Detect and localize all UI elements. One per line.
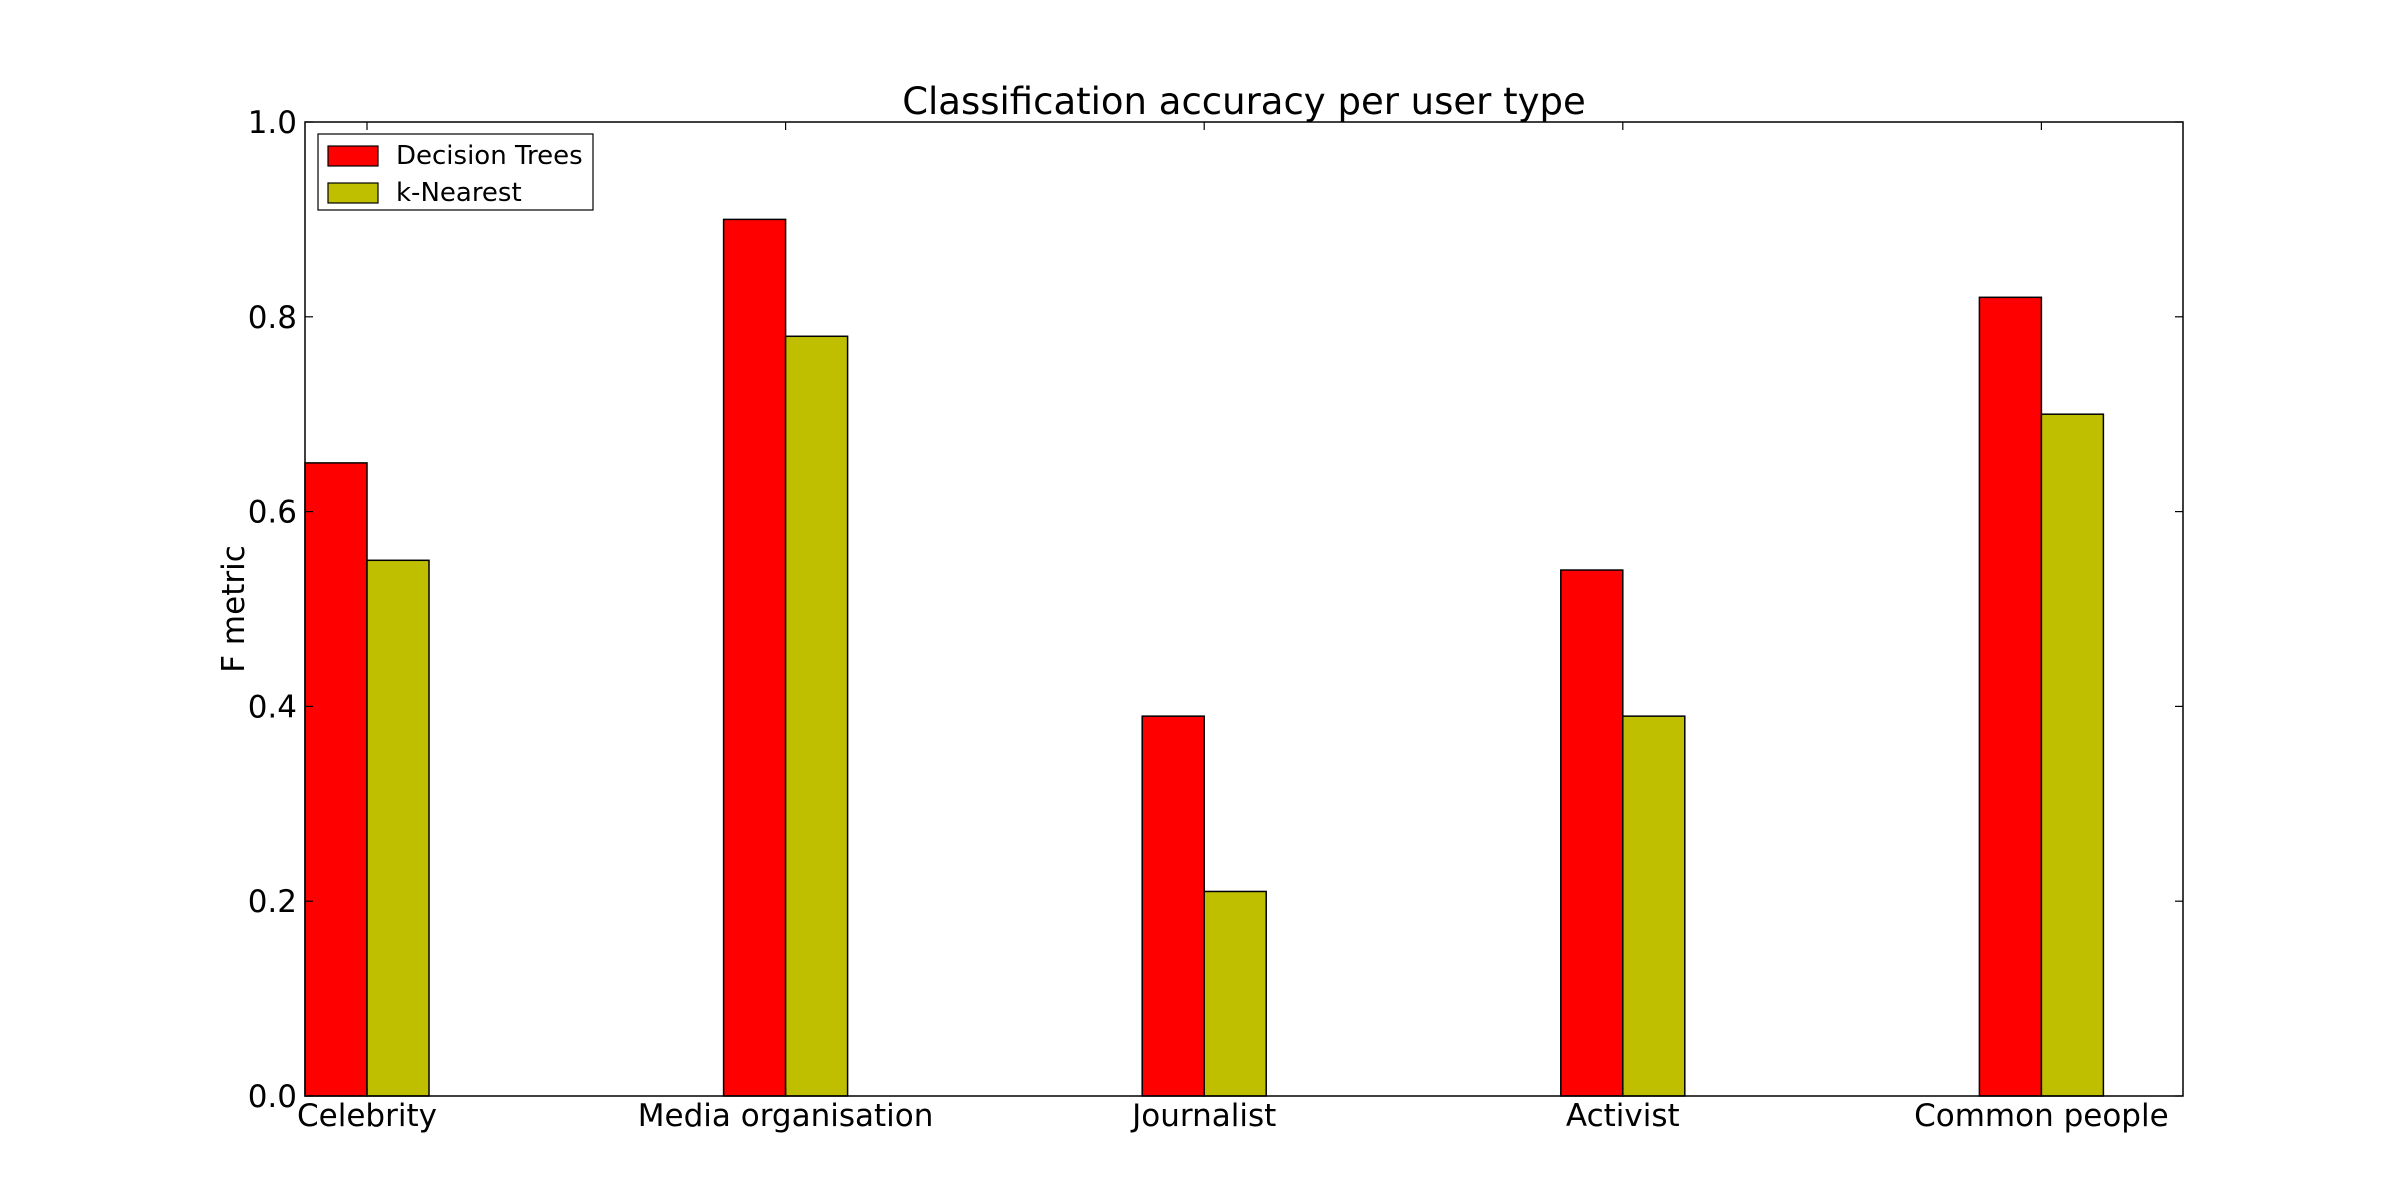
chart-title: Classification accuracy per user type [902, 80, 1586, 123]
x-tick-label: Activist [1566, 1098, 1680, 1134]
bar-decision-trees-journalist [1141, 715, 1205, 1097]
y-tick-label: 1.0 [248, 105, 297, 141]
plot-frame [304, 121, 2184, 1097]
y-tick-label: 0.6 [248, 495, 297, 531]
bar-k-nearest-common-people [2040, 413, 2105, 1097]
bars-group [304, 218, 2105, 1097]
y-tick-label: 0.0 [248, 1079, 297, 1115]
legend-swatch-k-nearest [327, 182, 379, 204]
bar-k-nearest-media-organisation [784, 335, 849, 1097]
bar-decision-trees-common-people [1978, 296, 2043, 1097]
bar-k-nearest-activist [1622, 715, 1686, 1097]
bar-k-nearest-journalist [1203, 890, 1267, 1097]
ticks-group: Celebrity Media organisation Journalist Act… [248, 105, 2183, 1134]
legend-label-decision-trees: Decision Trees [396, 141, 583, 171]
legend-label-k-nearest: k-Nearest [396, 178, 522, 208]
bar-decision-trees-media-organisation [722, 218, 787, 1097]
bar-decision-trees-celebrity [304, 462, 368, 1097]
legend: Decision Trees k-Nearest [317, 133, 594, 211]
bar-k-nearest-celebrity [366, 559, 430, 1097]
x-tick-label: Journalist [1130, 1098, 1276, 1134]
y-axis-label: F metric [216, 545, 252, 673]
bar-decision-trees-activist [1560, 569, 1624, 1097]
x-tick-label: Celebrity [297, 1098, 437, 1134]
legend-swatch-decision-trees [327, 145, 379, 167]
x-tick-label: Common people [1914, 1098, 2169, 1134]
y-tick-label: 0.4 [248, 689, 297, 725]
x-tick-label: Media organisation [638, 1098, 934, 1134]
y-tick-label: 0.2 [248, 884, 297, 920]
y-tick-label: 0.8 [248, 300, 297, 336]
